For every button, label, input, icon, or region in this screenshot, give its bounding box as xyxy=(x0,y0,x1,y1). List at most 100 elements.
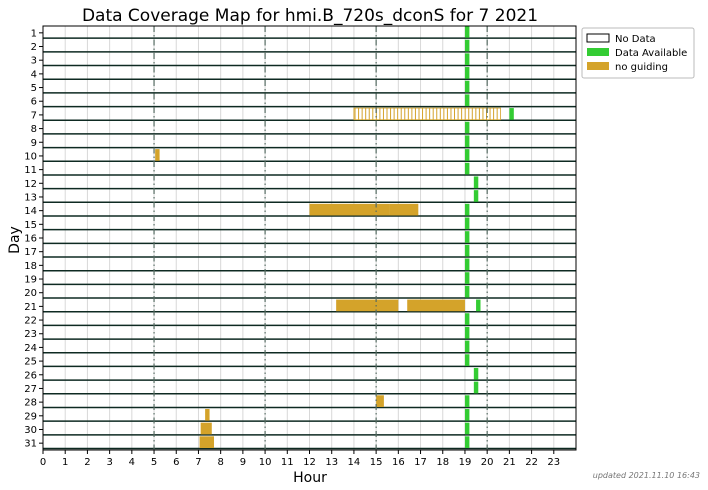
coverage-bar xyxy=(464,39,470,52)
coverage-bar xyxy=(336,299,399,312)
coverage-bar xyxy=(464,94,470,107)
y-tick-label: 11 xyxy=(24,165,37,176)
y-tick-label: 4 xyxy=(31,69,37,80)
y-tick-label: 25 xyxy=(24,357,37,368)
coverage-bar xyxy=(473,176,479,189)
coverage-bar xyxy=(476,299,481,312)
x-tick-label: 23 xyxy=(547,457,560,468)
coverage-bar xyxy=(473,381,479,394)
y-tick-label: 14 xyxy=(24,206,37,217)
x-tick-label: 21 xyxy=(503,457,516,468)
x-tick-label: 7 xyxy=(195,457,201,468)
legend-label: Data Available xyxy=(615,48,687,59)
x-tick-label: 12 xyxy=(303,457,316,468)
coverage-bar xyxy=(155,149,160,161)
y-tick-label: 30 xyxy=(24,425,37,436)
x-tick-label: 1 xyxy=(62,457,68,468)
coverage-bar xyxy=(464,231,470,243)
coverage-bar xyxy=(464,408,470,421)
coverage-bar xyxy=(199,436,215,448)
coverage-bar xyxy=(376,395,384,407)
coverage-bar xyxy=(464,53,470,66)
x-tick-label: 5 xyxy=(151,457,157,468)
y-tick-label: 22 xyxy=(24,316,37,327)
coverage-bar xyxy=(464,313,470,325)
y-tick-label: 5 xyxy=(31,83,37,94)
y-tick-label: 24 xyxy=(24,343,37,354)
y-tick-label: 27 xyxy=(24,384,37,395)
legend-box xyxy=(581,27,695,79)
coverage-bar xyxy=(464,272,470,284)
y-tick-label: 6 xyxy=(31,97,37,108)
coverage-bar xyxy=(389,203,419,216)
coverage-bar xyxy=(473,367,479,380)
coverage-bar xyxy=(464,203,470,216)
x-tick-label: 8 xyxy=(217,457,223,468)
y-tick-label: 13 xyxy=(24,192,37,203)
coverage-bar xyxy=(464,149,470,161)
y-tick-label: 16 xyxy=(24,234,37,245)
y-tick-label: 23 xyxy=(24,329,37,340)
y-tick-label: 3 xyxy=(31,56,37,67)
x-tick-label: 17 xyxy=(414,457,427,468)
coverage-bar xyxy=(464,354,470,366)
x-tick-label: 9 xyxy=(240,457,246,468)
y-tick-label: 9 xyxy=(31,138,37,149)
y-tick-label: 7 xyxy=(31,110,37,121)
coverage-bar xyxy=(407,299,465,312)
coverage-bar xyxy=(464,326,470,339)
x-tick-label: 19 xyxy=(459,457,472,468)
coverage-bar-striped xyxy=(353,107,501,121)
coverage-bar xyxy=(464,244,470,257)
coverage-bar xyxy=(309,203,390,216)
coverage-bar xyxy=(464,340,470,353)
coverage-bar xyxy=(473,190,479,202)
legend-swatch xyxy=(587,48,609,56)
x-tick-label: 0 xyxy=(40,457,46,468)
coverage-bar xyxy=(509,108,514,120)
y-tick-label: 2 xyxy=(31,42,37,53)
y-tick-label: 29 xyxy=(24,411,37,422)
x-tick-label: 22 xyxy=(525,457,538,468)
chart-title: Data Coverage Map for hmi.B_720s_dconS f… xyxy=(82,6,538,26)
coverage-bar xyxy=(205,408,210,421)
y-tick-label: 12 xyxy=(24,179,37,190)
coverage-bar xyxy=(464,422,470,435)
plot-area: 1234567891011121314151617181920212223242… xyxy=(24,25,577,468)
x-tick-label: 2 xyxy=(84,457,90,468)
x-tick-label: 4 xyxy=(129,457,135,468)
coverage-bar xyxy=(464,162,470,175)
y-axis-label: Day xyxy=(7,226,23,254)
updated-timestamp: updated 2021.11.10 16:43 xyxy=(593,471,700,480)
y-tick-label: 17 xyxy=(24,247,37,258)
legend-swatch xyxy=(587,62,609,70)
coverage-bar xyxy=(464,135,470,148)
coverage-bar xyxy=(464,26,470,38)
x-tick-label: 11 xyxy=(281,457,294,468)
legend: No Data Data Available no guiding xyxy=(581,27,695,79)
x-tick-label: 18 xyxy=(436,457,449,468)
coverage-bar xyxy=(464,121,470,134)
y-tick-label: 8 xyxy=(31,124,37,135)
y-tick-label: 1 xyxy=(31,28,37,39)
x-tick-label: 15 xyxy=(370,457,383,468)
coverage-bar xyxy=(464,395,470,407)
x-tick-label: 10 xyxy=(259,457,272,468)
coverage-bar xyxy=(464,217,470,230)
y-tick-label: 21 xyxy=(24,302,37,313)
x-tick-label: 14 xyxy=(348,457,361,468)
legend-label: no guiding xyxy=(615,62,668,73)
y-tick-label: 28 xyxy=(24,398,37,409)
y-tick-label: 10 xyxy=(24,151,37,162)
y-tick-label: 31 xyxy=(24,439,37,450)
coverage-bar xyxy=(464,285,470,298)
coverage-bar xyxy=(464,67,470,79)
y-tick-label: 26 xyxy=(24,370,37,381)
x-tick-label: 6 xyxy=(173,457,179,468)
y-tick-label: 18 xyxy=(24,261,37,272)
x-tick-label: 3 xyxy=(106,457,112,468)
y-tick-label: 19 xyxy=(24,275,37,286)
coverage-bar xyxy=(200,422,212,435)
legend-swatch xyxy=(586,33,610,43)
